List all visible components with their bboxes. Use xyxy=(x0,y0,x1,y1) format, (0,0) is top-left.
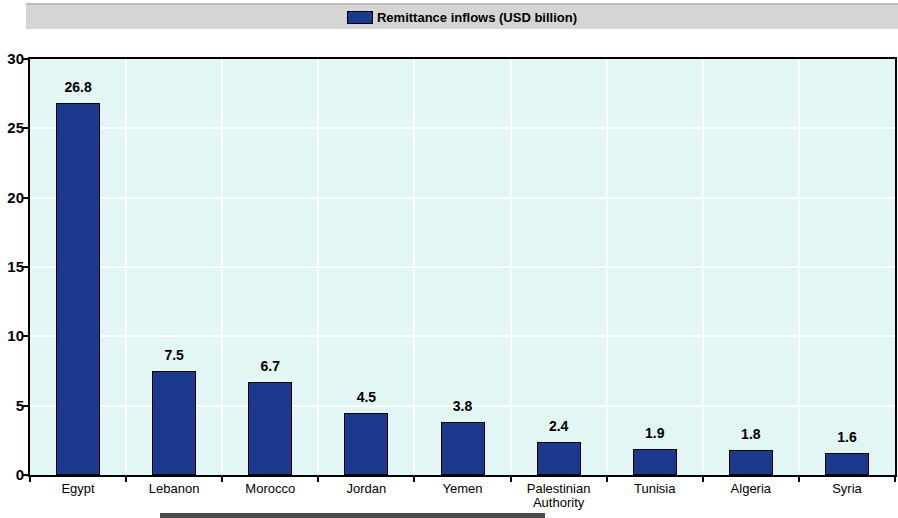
y-axis-tick-mark xyxy=(23,197,28,199)
bar-value-label: 6.7 xyxy=(230,358,310,374)
bar-value-label: 1.6 xyxy=(807,429,887,445)
x-axis-category-label: Tunisia xyxy=(609,482,701,496)
bar xyxy=(825,453,869,475)
x-axis-tick-mark xyxy=(29,477,31,482)
x-axis-tick-mark xyxy=(606,477,608,482)
y-axis-tick-mark xyxy=(23,127,28,129)
x-axis-tick-mark xyxy=(894,477,896,482)
bar-value-label: 4.5 xyxy=(326,389,406,405)
x-axis-category-label: Palestinian Authority xyxy=(513,482,605,510)
bar xyxy=(56,103,100,475)
y-axis-tick-mark xyxy=(23,474,28,476)
legend-swatch-icon xyxy=(347,11,373,24)
bar-value-label: 7.5 xyxy=(134,347,214,363)
gridline-horizontal xyxy=(30,266,895,268)
x-axis-tick-mark xyxy=(221,477,223,482)
chart-legend: Remittance inflows (USD billion) xyxy=(26,3,898,29)
gridline-vertical xyxy=(606,59,608,475)
x-axis-category-label: Lebanon xyxy=(128,482,220,496)
x-axis-category-label: Algeria xyxy=(705,482,797,496)
x-axis-category-label: Egypt xyxy=(32,482,124,496)
x-axis-tick-mark xyxy=(702,477,704,482)
y-axis-tick-label: 10 xyxy=(0,328,24,344)
bar xyxy=(537,442,581,475)
bar-value-label: 26.8 xyxy=(38,79,118,95)
bar xyxy=(729,450,773,475)
x-axis-category-label: Morocco xyxy=(224,482,316,496)
x-axis-category-label: Yemen xyxy=(417,482,509,496)
gridline-vertical xyxy=(125,59,127,475)
bar xyxy=(344,413,388,475)
gridline-vertical xyxy=(702,59,704,475)
x-axis-tick-mark xyxy=(317,477,319,482)
bar-value-label: 3.8 xyxy=(423,398,503,414)
legend-label: Remittance inflows (USD billion) xyxy=(377,10,577,25)
x-axis-tick-mark xyxy=(798,477,800,482)
y-axis-tick-label: 30 xyxy=(0,51,24,67)
x-axis-tick-mark xyxy=(125,477,127,482)
bar-value-label: 1.8 xyxy=(711,426,791,442)
y-axis-tick-mark xyxy=(23,266,28,268)
bar xyxy=(248,382,292,475)
gridline-horizontal xyxy=(30,127,895,129)
bar-value-label: 2.4 xyxy=(519,418,599,434)
gridline-vertical xyxy=(510,59,512,475)
bottom-strip xyxy=(160,513,545,518)
gridline-vertical xyxy=(798,59,800,475)
x-axis-tick-mark xyxy=(413,477,415,482)
y-axis-tick-mark xyxy=(23,335,28,337)
bar-value-label: 1.9 xyxy=(615,425,695,441)
gridline-horizontal xyxy=(30,197,895,199)
bar xyxy=(152,371,196,475)
y-axis-tick-label: 5 xyxy=(0,398,24,414)
bar xyxy=(441,422,485,475)
y-axis-tick-mark xyxy=(23,58,28,60)
gridline-vertical xyxy=(317,59,319,475)
x-axis-category-label: Jordan xyxy=(320,482,412,496)
y-axis-tick-label: 25 xyxy=(0,120,24,136)
gridline-vertical xyxy=(221,59,223,475)
y-axis-tick-mark xyxy=(23,405,28,407)
x-axis-category-label: Syria xyxy=(801,482,893,496)
x-axis-tick-mark xyxy=(510,477,512,482)
y-axis-tick-label: 15 xyxy=(0,259,24,275)
gridline-vertical xyxy=(413,59,415,475)
y-axis-tick-label: 0 xyxy=(0,467,24,483)
y-axis-tick-label: 20 xyxy=(0,190,24,206)
bar xyxy=(633,449,677,475)
gridline-horizontal xyxy=(30,335,895,337)
